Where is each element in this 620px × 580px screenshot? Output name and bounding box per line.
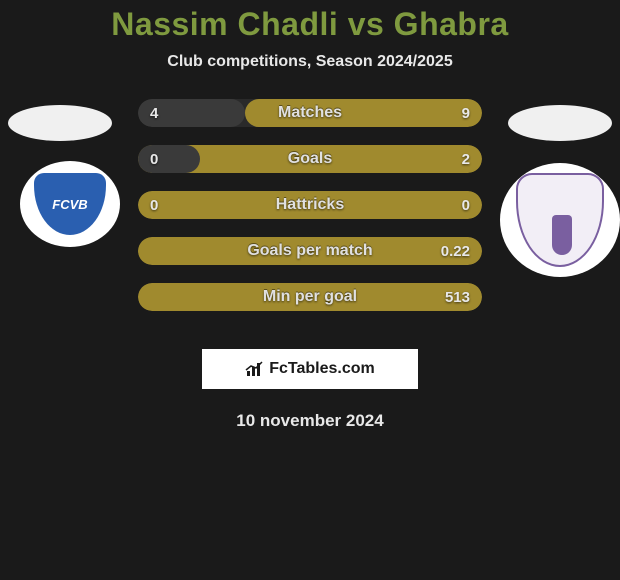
brand-chart-icon	[245, 361, 265, 377]
stat-bars: 49Matches 02Goals 00Hattricks 0.22Goals per…	[138, 99, 482, 329]
brand-text: FcTables.com	[269, 360, 375, 378]
page-title: Nassim Chadli vs Ghabra	[0, 6, 620, 43]
stat-bar: 02Goals	[138, 145, 482, 173]
shield-right	[516, 173, 604, 267]
shield-left-text: FCVB	[52, 198, 87, 211]
stat-label: Matches	[138, 99, 482, 127]
shield-left: FCVB	[34, 173, 106, 235]
stat-label: Goals	[138, 145, 482, 173]
player-marker-left	[8, 105, 112, 141]
brand-box: FcTables.com	[202, 349, 418, 389]
stat-label: Min per goal	[138, 283, 482, 311]
chart-area: FCVB 49Matches 02Goals 00Hattricks 0.22Goal…	[0, 99, 620, 347]
comparison-infographic: Nassim Chadli vs Ghabra Club competition…	[0, 0, 620, 580]
date-text: 10 november 2024	[0, 411, 620, 431]
stat-bar: 49Matches	[138, 99, 482, 127]
stat-bar: 00Hattricks	[138, 191, 482, 219]
team-logo-right	[500, 163, 620, 277]
subtitle: Club competitions, Season 2024/2025	[0, 53, 620, 71]
stat-label: Hattricks	[138, 191, 482, 219]
team-logo-left: FCVB	[20, 161, 120, 247]
stat-bar: 0.22Goals per match	[138, 237, 482, 265]
stat-bar: 513Min per goal	[138, 283, 482, 311]
stat-label: Goals per match	[138, 237, 482, 265]
player-marker-right	[508, 105, 612, 141]
